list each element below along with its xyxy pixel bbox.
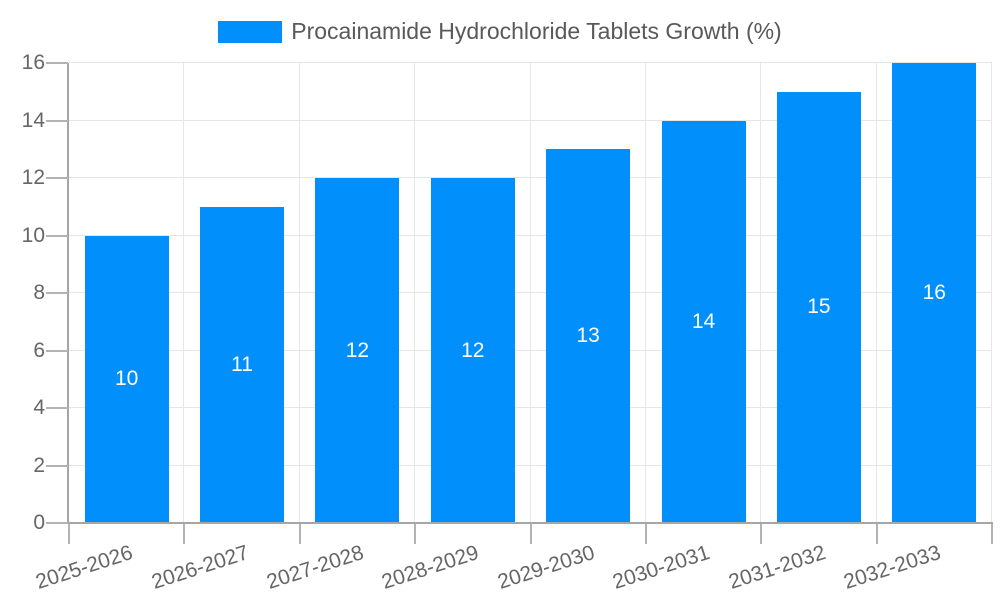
x-tick-label: 2029-2030 [494,541,598,594]
bar[interactable]: 16 [892,63,977,523]
v-gridline [298,63,300,523]
bar[interactable]: 12 [430,178,515,523]
x-axis-tick [875,524,878,544]
bar-value-label: 11 [231,352,253,376]
v-gridline [529,63,531,523]
h-gridline [69,349,992,351]
y-axis-tick [46,177,68,179]
y-tick-label: 6 [33,338,45,362]
x-axis-tick [644,524,647,544]
legend-label: Procainamide Hydrochloride Tablets Growt… [291,18,782,44]
v-gridline [875,63,877,523]
bar-value-label: 16 [922,281,946,304]
y-axis-tick [46,119,68,122]
bar-value-label: 10 [115,367,139,391]
bar[interactable]: 14 [661,120,746,523]
bar-value-label: 14 [691,309,716,333]
bar-value-label: 13 [576,324,600,348]
y-axis-line [67,63,69,524]
x-axis-tick [991,524,993,544]
y-axis-tick [46,234,68,237]
x-axis-tick [298,524,301,544]
y-tick-label: 2 [33,453,45,477]
bar[interactable]: 12 [315,178,400,523]
x-tick-label: 2031-2032 [725,541,829,594]
plot-area: 10 11 12 12 13 14 15 16 [69,62,992,523]
y-axis-tick [46,62,68,64]
h-gridline [69,292,992,293]
h-gridline [69,407,992,408]
x-axis-tick [529,524,532,544]
x-tick-label: 2025-2026 [33,541,136,594]
y-axis-tick [46,292,68,294]
x-tick-label: 2032-2033 [840,541,944,594]
legend-swatch [218,20,283,43]
y-tick-label: 16 [21,51,45,74]
y-tick-label: 0 [33,511,45,534]
h-gridline [69,62,992,63]
y-axis-tick [46,464,68,467]
y-axis-tick [46,522,68,524]
h-gridline [69,177,992,178]
y-tick-label: 14 [21,108,45,132]
y-tick-label: 10 [21,223,45,247]
v-gridline [414,63,416,523]
legend[interactable]: Procainamide Hydrochloride Tablets Growt… [0,18,1000,45]
x-axis-tick [68,524,70,544]
h-gridline [69,119,992,121]
bar[interactable]: 15 [776,91,861,523]
h-gridline [69,464,992,466]
x-tick-label: 2030-2031 [610,541,713,594]
bar[interactable]: 13 [546,149,631,523]
y-axis-tick [46,349,68,352]
x-tick-label: 2026-2027 [148,541,252,594]
v-gridline [183,63,185,523]
x-axis-tick [760,524,763,544]
x-axis-line [67,522,993,524]
bar-value-label: 12 [461,338,485,362]
x-axis-tick [183,524,186,544]
y-tick-label: 12 [21,166,45,189]
bar-value-label: 12 [345,338,370,362]
v-gridline [991,63,992,523]
bar[interactable]: 10 [84,235,169,523]
v-gridline [644,63,646,523]
h-gridline [69,234,992,236]
v-gridline [760,63,762,523]
x-tick-label: 2028-2029 [379,541,482,594]
y-tick-label: 8 [33,281,45,304]
bar[interactable]: 11 [200,206,285,523]
x-tick-label: 2027-2028 [263,541,367,594]
x-axis-tick [414,524,417,544]
y-axis-tick [46,407,68,409]
bar-value-label: 15 [807,295,831,319]
y-tick-label: 4 [33,396,45,419]
